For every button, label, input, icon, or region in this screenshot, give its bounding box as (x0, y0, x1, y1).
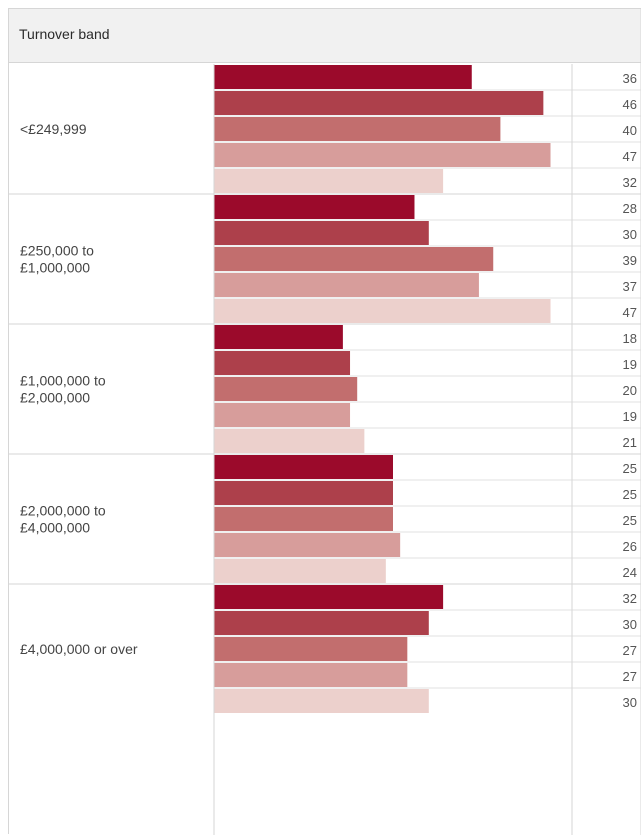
bar (214, 273, 479, 297)
value-label: 19 (623, 357, 637, 372)
value-label: 37 (623, 279, 637, 294)
category-label: £4,000,000 or over (20, 641, 138, 657)
chart-frame: Turnover band <£249,999 36 46 40 47 32 £250,00… (8, 8, 641, 835)
bar (214, 91, 544, 115)
value-label: 32 (623, 591, 637, 606)
value-label: 21 (623, 435, 637, 450)
value-label: 30 (623, 695, 637, 710)
value-label: 20 (623, 383, 637, 398)
value-label: 26 (623, 539, 637, 554)
value-label: 25 (623, 461, 637, 476)
column-header-turnover-band: Turnover band (19, 26, 110, 42)
bar (214, 663, 408, 687)
category-label: £250,000 to (20, 243, 94, 259)
category-label: £2,000,000 (20, 390, 90, 406)
category-label: £1,000,000 (20, 260, 90, 276)
bar (214, 611, 429, 635)
bar (214, 247, 494, 271)
value-label: 30 (623, 227, 637, 242)
value-label: 32 (623, 175, 637, 190)
bar (214, 351, 351, 375)
bar (214, 429, 365, 453)
value-label: 19 (623, 409, 637, 424)
bar (214, 65, 472, 89)
value-label: 28 (623, 201, 637, 216)
value-label: 27 (623, 669, 637, 684)
bar (214, 195, 415, 219)
value-label: 25 (623, 487, 637, 502)
bar (214, 481, 393, 505)
bar (214, 455, 393, 479)
bar (214, 585, 444, 609)
bar (214, 169, 444, 193)
bar (214, 689, 429, 713)
value-label: 24 (623, 565, 637, 580)
value-label: 18 (623, 331, 637, 346)
value-label: 39 (623, 253, 637, 268)
category-label: £2,000,000 to (20, 503, 106, 519)
value-label: 25 (623, 513, 637, 528)
value-label: 30 (623, 617, 637, 632)
bar (214, 325, 343, 349)
bar (214, 117, 501, 141)
bar (214, 559, 386, 583)
value-label: 40 (623, 123, 637, 138)
value-label: 27 (623, 643, 637, 658)
value-label: 46 (623, 97, 637, 112)
category-label: £4,000,000 (20, 520, 90, 536)
category-label: <£249,999 (20, 121, 87, 137)
bar (214, 403, 351, 427)
value-label: 47 (623, 149, 637, 164)
bar (214, 377, 358, 401)
category-label: £1,000,000 to (20, 373, 106, 389)
value-label: 47 (623, 305, 637, 320)
bar (214, 533, 401, 557)
table-header: Turnover band (9, 9, 641, 63)
bar (214, 221, 429, 245)
bar (214, 143, 551, 167)
bar (214, 637, 408, 661)
bar (214, 507, 393, 531)
bar (214, 299, 551, 323)
value-label: 36 (623, 71, 637, 86)
